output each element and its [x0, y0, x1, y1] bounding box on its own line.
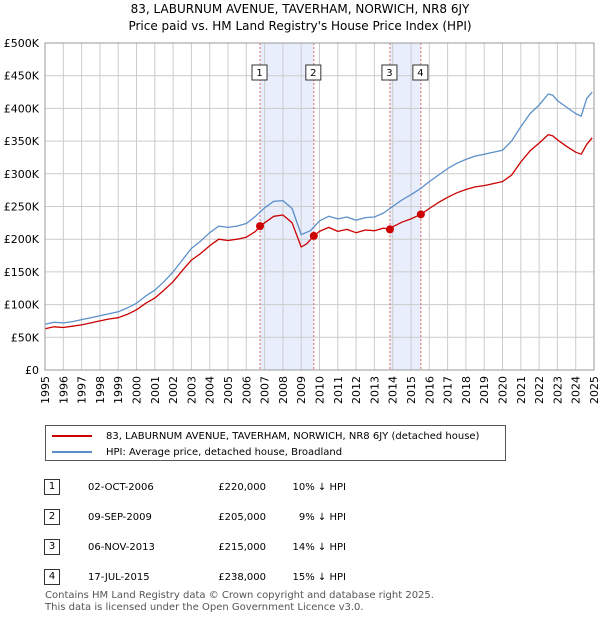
table-row: 3 06-NOV-2013 £215,000 14% ↓ HPI: [44, 532, 346, 562]
sale-marker-box: [412, 64, 429, 81]
sale-point: [416, 210, 425, 219]
x-tick-label: 2001: [149, 376, 162, 404]
x-tick-label: 2000: [131, 376, 144, 404]
x-tick-label: 2019: [478, 376, 491, 404]
x-tick-label: 2021: [515, 376, 528, 404]
x-tick-label: 1996: [57, 376, 70, 404]
sale-marker-box: [251, 64, 268, 81]
x-tick-label: 2017: [442, 376, 455, 404]
x-tick-label: 1999: [112, 376, 125, 404]
sale-point: [256, 222, 265, 231]
sale-marker-label: 3: [386, 68, 392, 79]
x-tick-label: 1997: [76, 376, 89, 404]
legend-label-property: 83, LABURNUM AVENUE, TAVERHAM, NORWICH, …: [106, 430, 480, 442]
sale-point: [309, 231, 318, 240]
x-tick-label: 1998: [94, 376, 107, 404]
sale-hpi-diff: 10% ↓ HPI: [292, 481, 346, 493]
y-tick-label: £0: [25, 364, 39, 377]
footer-attribution: Contains HM Land Registry data © Crown c…: [45, 590, 434, 614]
y-tick-label: £450K: [4, 70, 40, 83]
sale-marker-label: 2: [310, 68, 316, 79]
sale-hpi-diff: 15% ↓ HPI: [292, 571, 346, 583]
sale-point: [385, 225, 394, 234]
y-tick-label: £50K: [11, 331, 40, 344]
sale-number-badge: 4: [44, 569, 60, 585]
x-tick-label: 2025: [588, 376, 600, 404]
y-tick-label: £300K: [4, 168, 40, 181]
footer-line-copyright: Contains HM Land Registry data © Crown c…: [45, 590, 434, 601]
x-tick-label: 2011: [332, 376, 345, 404]
sale-marker-label: 1: [256, 68, 262, 79]
legend-item-hpi: HPI: Average price, detached house, Broa…: [52, 444, 342, 460]
sale-marker-box: [381, 64, 398, 81]
y-tick-label: £200K: [4, 233, 40, 246]
x-tick-label: 2007: [259, 376, 272, 404]
legend-swatch-property: [52, 435, 92, 437]
x-tick-label: 2005: [222, 376, 235, 404]
sale-price: £205,000: [218, 511, 266, 523]
x-tick-label: 2006: [240, 376, 253, 404]
x-tick-label: 2004: [204, 376, 217, 404]
footer-line-licence: This data is licensed under the Open Gov…: [45, 602, 364, 613]
sale-date: 06-NOV-2013: [88, 541, 155, 553]
x-tick-label: 2008: [277, 376, 290, 404]
sale-price: £238,000: [218, 571, 266, 583]
sales-table: 1 02-OCT-2006 £220,000 10% ↓ HPI 2 09-SE…: [44, 472, 346, 592]
chart-legend: 83, LABURNUM AVENUE, TAVERHAM, NORWICH, …: [45, 425, 506, 461]
x-tick-label: 2009: [295, 376, 308, 404]
sale-marker-box: [305, 64, 322, 81]
x-tick-label: 2002: [167, 376, 180, 404]
table-row: 1 02-OCT-2006 £220,000 10% ↓ HPI: [44, 472, 346, 502]
y-tick-label: £500K: [4, 37, 40, 50]
sale-number-badge: 2: [44, 509, 60, 525]
series-line-property: [44, 133, 593, 330]
y-tick-label: £250K: [4, 201, 40, 214]
chart-title: 83, LABURNUM AVENUE, TAVERHAM, NORWICH, …: [130, 2, 470, 16]
x-tick-label: 2003: [185, 376, 198, 404]
y-tick-label: £350K: [4, 135, 40, 148]
sale-number-badge: 3: [44, 539, 60, 555]
x-tick-label: 2015: [405, 376, 418, 404]
y-tick-label: £100K: [4, 299, 40, 312]
x-tick-label: 2020: [497, 376, 510, 404]
series-line-hpi: [44, 91, 593, 325]
chart-subtitle: Price paid vs. HM Land Registry's House …: [128, 19, 472, 33]
sale-hpi-diff: 14% ↓ HPI: [292, 541, 346, 553]
x-tick-label: 2024: [570, 376, 583, 404]
x-tick-label: 1995: [39, 376, 52, 404]
sale-number-badge: 1: [44, 479, 60, 495]
sale-marker-label: 4: [417, 68, 423, 79]
x-tick-label: 2013: [368, 376, 381, 404]
y-tick-label: £400K: [4, 102, 40, 115]
y-tick-label: £150K: [4, 266, 40, 279]
legend-swatch-hpi: [52, 451, 92, 453]
price-chart: 1 2 3 4 £0 £50K £100K £150K £200K £250K £300K £350…: [4, 37, 600, 404]
x-tick-label: 2023: [551, 376, 564, 404]
x-tick-label: 2016: [423, 376, 436, 404]
x-tick-label: 2010: [314, 376, 327, 404]
plot-frame: [44, 42, 595, 371]
sale-date: 09-SEP-2009: [88, 511, 152, 523]
x-tick-label: 2014: [387, 376, 400, 404]
x-tick-label: 2022: [533, 376, 546, 404]
legend-label-hpi: HPI: Average price, detached house, Broa…: [106, 446, 343, 458]
sale-price: £220,000: [218, 481, 266, 493]
sale-date: 17-JUL-2015: [88, 571, 150, 583]
x-tick-label: 2012: [350, 376, 363, 404]
table-row: 2 09-SEP-2009 £205,000 9% ↓ HPI: [44, 502, 346, 532]
legend-item-property: 83, LABURNUM AVENUE, TAVERHAM, NORWICH, …: [52, 428, 479, 444]
table-row: 4 17-JUL-2015 £238,000 15% ↓ HPI: [44, 562, 346, 592]
x-tick-label: 2018: [460, 376, 473, 404]
sale-hpi-diff: 9% ↓ HPI: [298, 511, 346, 523]
sale-date: 02-OCT-2006: [88, 481, 154, 493]
sale-price: £215,000: [218, 541, 266, 553]
